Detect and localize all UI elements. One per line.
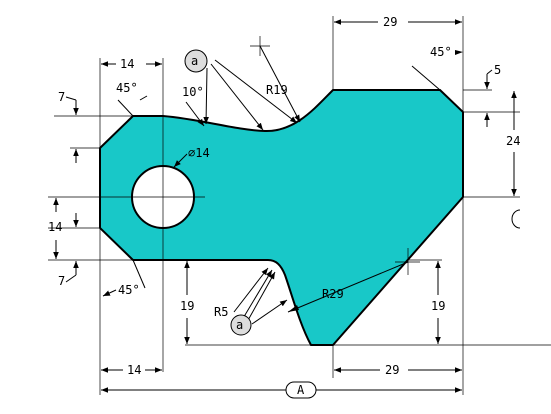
symbol-label-top: a bbox=[191, 54, 198, 68]
leader-diameter bbox=[173, 153, 188, 168]
leader-symbol-bottom bbox=[246, 271, 276, 323]
radius-label-r5: R5 bbox=[214, 305, 228, 319]
leader-45-top-left bbox=[117, 99, 134, 117]
dim-label-bottom-left-14: 14 bbox=[127, 363, 141, 377]
angle-label-top-right: 45° bbox=[430, 45, 452, 59]
dim-label-top-right-29: 29 bbox=[383, 15, 397, 29]
dim-label-bottom-19-right: 19 bbox=[431, 299, 445, 313]
overall-label-a: A bbox=[297, 383, 305, 397]
dim-label-left-7-bottom: 7 bbox=[58, 274, 65, 288]
symbol-circle-bottom bbox=[230, 314, 252, 336]
leader-r29 bbox=[287, 261, 409, 313]
partial-circle-symbol bbox=[511, 209, 521, 229]
dim-label-24: 24 bbox=[506, 134, 520, 148]
dim-label-bottom-right-29: 29 bbox=[385, 363, 399, 377]
leader-symbol-bottom bbox=[251, 299, 288, 325]
leader-10-deg bbox=[185, 101, 205, 127]
leader-r19 bbox=[259, 45, 301, 123]
leader-symbol-top bbox=[203, 67, 209, 125]
angle-label-top-left: 45° bbox=[116, 81, 138, 95]
angle-label-bottom-left: 45° bbox=[118, 283, 140, 297]
arrowhead bbox=[288, 305, 299, 312]
leader-symbol-top bbox=[210, 63, 264, 131]
radius-label-r29: R29 bbox=[322, 287, 344, 301]
symbol-label-bottom: a bbox=[236, 318, 243, 332]
symbol-circle-top bbox=[184, 49, 208, 73]
leader bbox=[102, 289, 117, 297]
dim-label-left-14: 14 bbox=[48, 220, 62, 234]
angle-label-10: 10° bbox=[182, 85, 204, 99]
leader bbox=[65, 274, 77, 283]
leader-symbol-top bbox=[214, 59, 298, 124]
arrowhead bbox=[455, 50, 463, 55]
dim-label-left-7-top: 7 bbox=[58, 90, 65, 104]
leader-45-top-right bbox=[411, 65, 441, 91]
radius-label-r19: R19 bbox=[266, 83, 288, 97]
dim-label-top-left-14: 14 bbox=[120, 57, 134, 71]
dim-label-bottom-19-left: 19 bbox=[180, 299, 194, 313]
diameter-label: ∅14 bbox=[188, 146, 210, 160]
leader-45-bottom-left bbox=[132, 259, 146, 289]
leader bbox=[65, 96, 77, 101]
leader bbox=[139, 95, 148, 101]
dim-label-5: 5 bbox=[494, 63, 501, 77]
leader-r5 bbox=[233, 267, 269, 313]
leader-symbol-bottom bbox=[241, 269, 273, 321]
variable-a-box bbox=[285, 381, 317, 399]
leader bbox=[486, 69, 493, 75]
